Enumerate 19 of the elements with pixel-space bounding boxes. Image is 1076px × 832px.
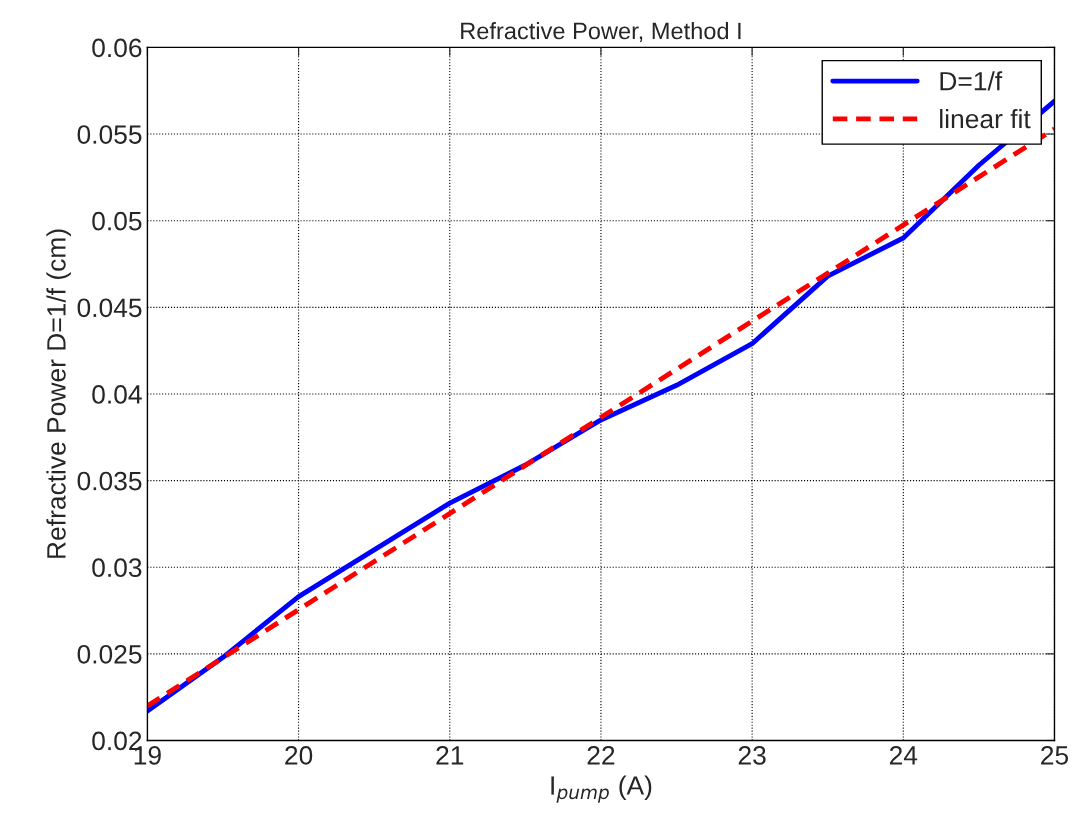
y-tick-label: 0.06 [92, 38, 142, 58]
legend-label: linear fit [940, 108, 1031, 129]
y-tick-label: 0.03 [92, 558, 142, 578]
x-tick-label: 20 [285, 746, 313, 765]
x-tick-label: 23 [738, 746, 766, 765]
y-axis-title: Refractive Power D=1/f (cm) [46, 229, 71, 558]
x-tick-label: 25 [1041, 746, 1069, 765]
x-axis-title: I$_{pump}$ (A) [551, 775, 652, 803]
y-tick-label: 0.045 [77, 298, 142, 318]
x-tick-label: 21 [436, 746, 464, 765]
y-tick-label: 0.055 [77, 125, 142, 144]
legend-label: D=1/f [940, 71, 1003, 91]
y-tick-label: 0.025 [77, 644, 142, 664]
y-tick-label: 0.04 [92, 385, 142, 404]
chart-title: Refractive Power, Method I [461, 21, 741, 43]
y-tick-label: 0.05 [92, 211, 142, 231]
x-tick-label: 24 [889, 746, 918, 765]
y-tick-label: 0.035 [77, 471, 142, 491]
x-tick-label: 22 [587, 746, 615, 765]
